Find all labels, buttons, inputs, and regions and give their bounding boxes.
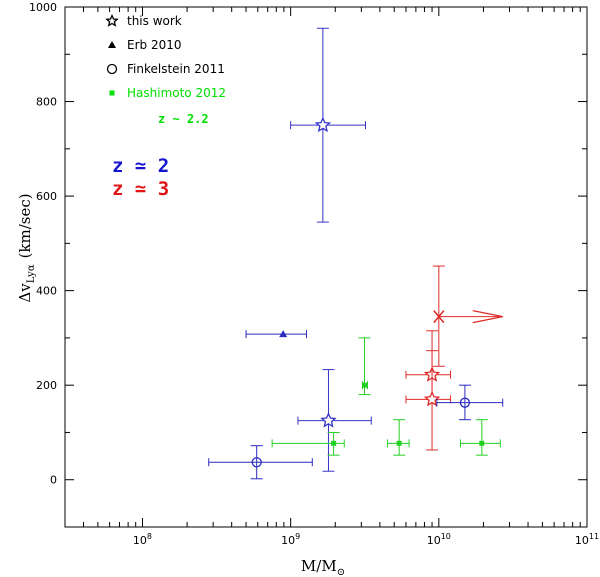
x-tick-label: 108 bbox=[133, 532, 152, 547]
y-axis-label-sub: Lyα bbox=[26, 264, 37, 283]
y-axis-label-unit: (km/sec) bbox=[16, 193, 34, 258]
x-axis-label: M/M⊙ bbox=[301, 557, 345, 577]
data-point bbox=[297, 369, 372, 472]
data-point bbox=[405, 350, 452, 400]
series-group bbox=[290, 27, 372, 472]
legend-label: Finkelstein 2011 bbox=[127, 62, 225, 76]
legend: this work Erb 2010 Finkelstein 2011 Hashimo… bbox=[105, 13, 226, 100]
x-marker bbox=[433, 310, 445, 324]
series-group bbox=[405, 330, 452, 451]
square-marker bbox=[361, 382, 367, 388]
legend-label: this work bbox=[127, 14, 182, 28]
data-point bbox=[208, 445, 313, 480]
series-group bbox=[208, 384, 504, 480]
x-axis-label-main: M/M bbox=[301, 557, 337, 575]
annotation-text: z ≃ 2 bbox=[112, 155, 169, 177]
star-marker bbox=[314, 116, 332, 133]
circle-marker bbox=[106, 63, 118, 75]
legend-item: this work bbox=[105, 13, 182, 28]
y-tick-label: 0 bbox=[50, 474, 57, 487]
data-point bbox=[459, 419, 501, 456]
annotations: z ~ 2.2 z ≃ 2z ≃ 3 bbox=[112, 112, 209, 200]
data-point bbox=[271, 431, 345, 456]
legend-label: Hashimoto 2012 bbox=[127, 86, 226, 100]
legend-item: Hashimoto 2012 bbox=[109, 86, 226, 100]
square-marker bbox=[109, 90, 115, 96]
data-point bbox=[432, 265, 503, 367]
square-marker bbox=[331, 440, 337, 446]
y-tick-label: 800 bbox=[36, 96, 57, 109]
data-points bbox=[208, 27, 504, 480]
axis-ticks bbox=[64, 6, 588, 528]
x-axis-label-sub: ⊙ bbox=[337, 567, 345, 577]
series-group bbox=[432, 265, 503, 367]
plot-frame bbox=[64, 6, 588, 528]
axis-tick-labels: 0 200 400 600 800 1000 108 109 1010 1011 bbox=[29, 1, 599, 547]
y-tick-label: 200 bbox=[36, 379, 57, 392]
annotation-text: z ≃ 3 bbox=[112, 178, 169, 200]
star-marker bbox=[105, 13, 119, 27]
circle-marker bbox=[251, 457, 262, 468]
data-point bbox=[436, 384, 504, 421]
series-group bbox=[271, 337, 501, 456]
data-point bbox=[405, 330, 452, 451]
triangle-marker bbox=[279, 330, 288, 338]
data-point bbox=[358, 337, 371, 396]
limit-arrow-head bbox=[472, 310, 503, 324]
legend-label: Erb 2010 bbox=[127, 38, 182, 52]
y-axis-label-main: Δv bbox=[16, 283, 34, 303]
data-point bbox=[290, 27, 367, 223]
triangle-marker bbox=[108, 41, 116, 48]
x-tick-label: 1011 bbox=[575, 532, 599, 547]
x-tick-label: 109 bbox=[281, 532, 300, 547]
data-point bbox=[386, 419, 410, 456]
star-marker bbox=[423, 390, 441, 407]
y-tick-label: 600 bbox=[36, 190, 57, 203]
circle-marker bbox=[459, 397, 471, 408]
series-group bbox=[245, 330, 308, 339]
square-marker bbox=[396, 440, 402, 446]
star-marker bbox=[320, 411, 337, 428]
y-tick-label: 400 bbox=[36, 285, 57, 298]
square-marker bbox=[479, 440, 485, 446]
y-tick-label: 1000 bbox=[29, 1, 57, 14]
y-axis-label: ΔvLyα (km/sec) bbox=[16, 193, 37, 302]
x-tick-label: 1010 bbox=[427, 532, 451, 547]
data-point bbox=[245, 330, 308, 339]
annotation-text: z ~ 2.2 bbox=[158, 112, 209, 126]
legend-item: Finkelstein 2011 bbox=[106, 62, 225, 76]
legend-item: Erb 2010 bbox=[108, 38, 182, 52]
